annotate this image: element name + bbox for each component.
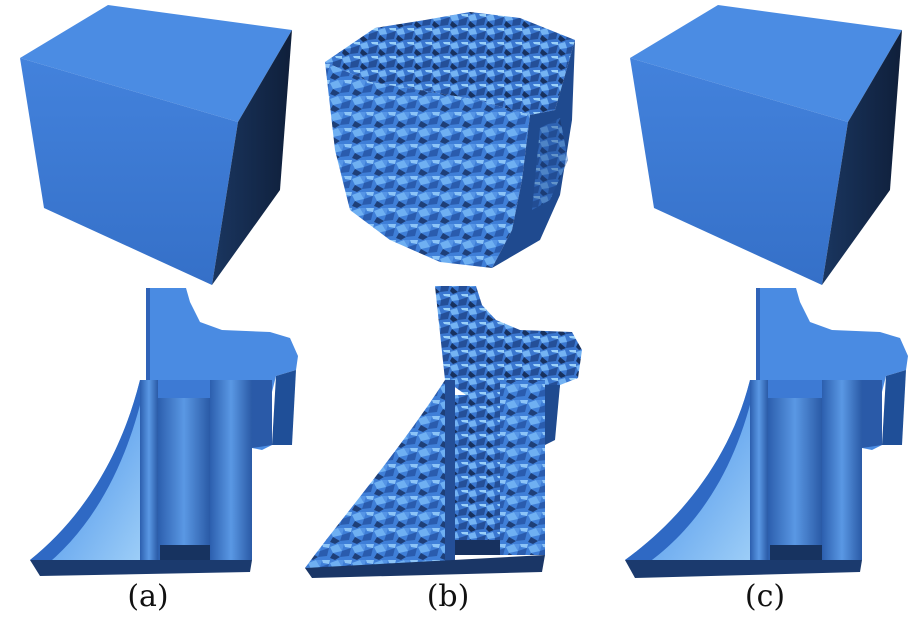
cube-noisy	[325, 12, 575, 268]
caption-a: (a)	[127, 579, 169, 614]
cube-original	[20, 5, 292, 285]
part-noisy	[305, 286, 582, 578]
cube-denoised	[630, 5, 902, 285]
part-denoised	[625, 288, 908, 578]
caption-b: (b)	[426, 579, 470, 614]
caption-c: (c)	[744, 579, 786, 614]
part-original	[30, 288, 298, 576]
